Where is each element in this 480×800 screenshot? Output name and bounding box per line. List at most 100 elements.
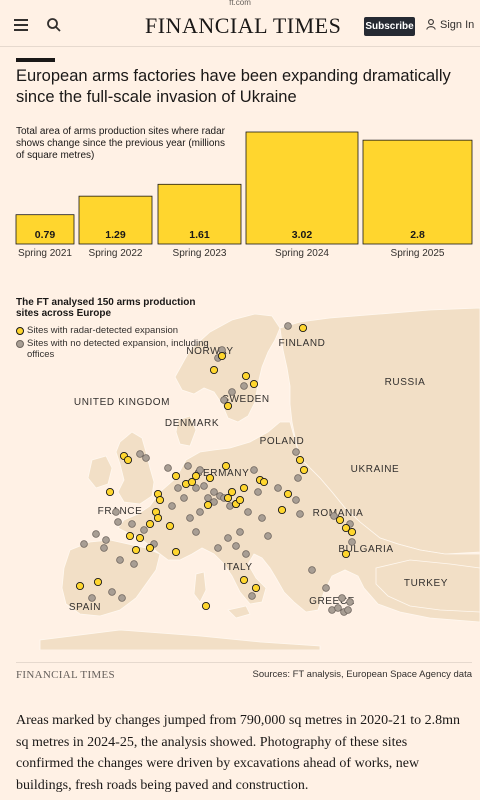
site-dot-expansion (347, 527, 357, 537)
legend-grey-dot (16, 340, 24, 348)
site-dot-no-expansion (180, 494, 188, 502)
label-denmark: DENMARK (165, 418, 219, 429)
label-sweden: SWEDEN (222, 394, 270, 405)
ft-logo[interactable]: FINANCIAL TIMES (145, 13, 342, 38)
site-dot-expansion (259, 477, 269, 487)
footer-divider (16, 662, 472, 663)
site-dot-expansion (235, 495, 245, 505)
label-norway: NORWAY (186, 346, 233, 357)
site-dot-expansion (223, 493, 233, 503)
site-dot-no-expansion (100, 544, 108, 552)
footer-ft-brand: FINANCIAL TIMES (16, 669, 115, 681)
site-dot-no-expansion (228, 388, 236, 396)
bar-chart: 0.79 Spring 2021 1.29 Spring 2022 1.61 Spring… (15, 131, 473, 259)
site-dot-no-expansion (344, 606, 352, 614)
site-dot-no-expansion (308, 566, 316, 574)
chart-headline: European arms factories have been expand… (16, 67, 451, 106)
site-dot-expansion (205, 473, 215, 483)
site-dot-no-expansion (184, 462, 192, 470)
site-dot-no-expansion (296, 510, 304, 518)
label-russia: RUSSIA (385, 377, 426, 388)
land-turkey (375, 559, 480, 613)
site-dot-no-expansion (334, 604, 342, 612)
site-dot-no-expansion (140, 526, 148, 534)
site-dot-expansion (341, 523, 351, 533)
site-dot-no-expansion (292, 448, 300, 456)
site-dot-no-expansion (284, 322, 292, 330)
site-dot-no-expansion (322, 584, 330, 592)
site-dot-no-expansion (236, 528, 244, 536)
site-dots (75, 322, 357, 616)
site-dot-expansion (187, 477, 197, 487)
label-united-kingdom: UNITED KINGDOM (74, 397, 170, 408)
land-masses (39, 307, 480, 650)
sign-in-link[interactable]: Sign In (426, 19, 474, 31)
article-paragraph: Areas marked by changes jumped from 790,… (16, 713, 461, 793)
label-bulgaria: BULGARIA (338, 544, 393, 555)
site-dot-no-expansion (250, 466, 258, 474)
site-dot-no-expansion (92, 530, 100, 538)
site-dot-no-expansion (346, 598, 354, 606)
site-dot-no-expansion (88, 594, 96, 602)
site-dot-no-expansion (232, 542, 240, 550)
bar-value-label-4: 2.8 (410, 229, 425, 241)
hamburger-menu-icon[interactable] (14, 19, 28, 31)
site-dot-expansion (283, 489, 293, 499)
site-dot-no-expansion (114, 518, 122, 526)
site-dot-expansion (341, 549, 351, 559)
bar-category-label-3: Spring 2024 (275, 248, 329, 259)
site-dot-expansion (165, 521, 175, 531)
bar-3 (245, 131, 359, 245)
legend-label-no-expansion: Sites with no detected expansion, includ… (27, 338, 209, 360)
site-dot-no-expansion (242, 550, 250, 558)
chart-subtitle: Total area of arms production sites wher… (16, 126, 225, 161)
site-dot-expansion (171, 547, 181, 557)
site-dot-no-expansion (294, 474, 302, 482)
site-dot-expansion (221, 461, 231, 471)
land-north-africa (39, 629, 321, 650)
site-dot-no-expansion (192, 484, 200, 492)
site-dot-expansion (145, 543, 155, 553)
map-title: The FT analysed 150 arms production site… (16, 297, 196, 319)
site-dot-no-expansion (112, 508, 120, 516)
site-dot-no-expansion (240, 382, 248, 390)
site-dot-expansion (145, 519, 155, 529)
subscribe-button[interactable]: Subscribe (364, 17, 415, 36)
site-dot-expansion (335, 515, 345, 525)
bar-value-label-3: 3.02 (292, 229, 313, 241)
site-dot-no-expansion (214, 544, 222, 552)
label-finland: FINLAND (279, 338, 326, 349)
bar-value-label-0: 0.79 (35, 229, 56, 241)
label-united-kingdom-text: UNITED KINGDOM (74, 397, 170, 408)
bar-value-label-1: 1.29 (105, 229, 126, 241)
label-italy: ITALY (223, 562, 252, 573)
site-dot-no-expansion (186, 514, 194, 522)
legend-label-radar: Sites with radar-detected expansion (27, 325, 179, 336)
bar-category-label-2: Spring 2023 (173, 248, 227, 259)
site-dot-expansion (251, 583, 261, 593)
headline-rule (16, 58, 55, 62)
site-dot-no-expansion (330, 512, 338, 520)
label-france: FRANCE (98, 506, 143, 517)
label-germany: GERMANY (195, 468, 250, 479)
site-dot-no-expansion (102, 536, 110, 544)
site-dot-no-expansion (204, 494, 212, 502)
label-spain: SPAIN (69, 602, 101, 613)
site-dot-no-expansion (258, 514, 266, 522)
search-icon[interactable] (46, 17, 62, 33)
label-turkey: TURKEY (404, 578, 448, 589)
site-dot-expansion (217, 351, 227, 361)
legend-item-radar-expansion: Sites with radar-detected expansion (16, 325, 216, 336)
site-dot-expansion (131, 545, 141, 555)
site-dot-expansion (155, 495, 165, 505)
bar-1 (78, 195, 153, 245)
site-dot-expansion (153, 513, 163, 523)
chart-sources: Sources: FT analysis, European Space Age… (252, 669, 472, 680)
site-dot-no-expansion (244, 508, 252, 516)
site-dot-no-expansion (338, 594, 346, 602)
user-icon (426, 19, 436, 30)
site-dot-no-expansion (108, 588, 116, 596)
site-dot-no-expansion (292, 496, 300, 504)
site-dot-no-expansion (128, 520, 136, 528)
site-dot-no-expansion (196, 466, 204, 474)
